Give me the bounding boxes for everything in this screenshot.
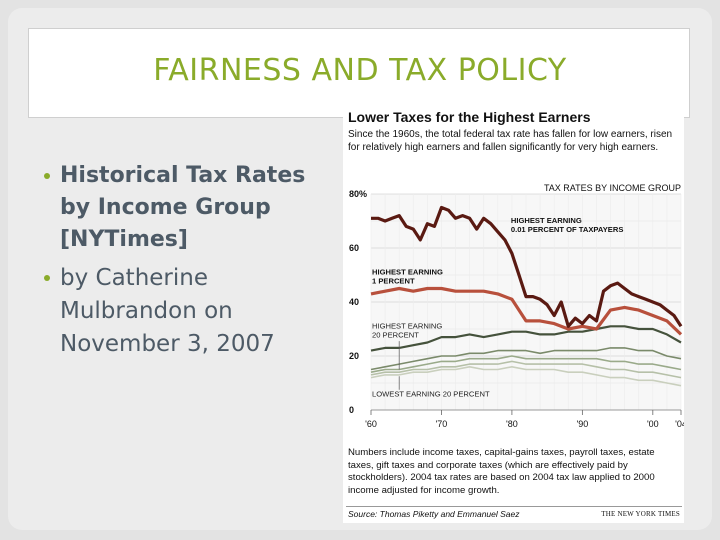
bullet-item: by Catherine Mulbrandon on November 3, 2… xyxy=(44,262,329,361)
series-line xyxy=(370,325,682,352)
chart-header: TAX RATES BY INCOME GROUP xyxy=(544,183,681,193)
series-line xyxy=(370,360,682,379)
annotation-label: 1 PERCENT xyxy=(372,276,415,285)
bullet-dot-icon xyxy=(44,275,50,281)
chart-figure: Lower Taxes for the Highest Earners Sinc… xyxy=(343,102,684,523)
series-line xyxy=(370,286,683,336)
annotation-label: HIGHEST EARNING xyxy=(511,216,582,225)
x-tick-label: '70 xyxy=(436,419,448,429)
figure-title: Lower Taxes for the Highest Earners xyxy=(348,109,591,125)
bullet-item: Historical Tax Rates by Income Group [NY… xyxy=(44,160,329,256)
x-tick-label: '80 xyxy=(506,419,518,429)
series-line xyxy=(370,355,682,373)
figure-subtitle: Since the 1960s, the total federal tax r… xyxy=(348,129,673,153)
annotation-label: 20 PERCENT xyxy=(372,330,419,339)
figure-footer: Source: Thomas Piketty and Emmanuel Saez… xyxy=(346,506,682,521)
y-tick-label: 60 xyxy=(349,243,359,253)
tax-rate-chart: TAX RATES BY INCOME GROUP 80% 60 40 20 0 '60 '7… xyxy=(349,183,684,429)
x-tick-label: '90 xyxy=(576,419,588,429)
bullet-text: by Catherine Mulbrandon on November 3, 2… xyxy=(60,265,275,357)
annotation-label: LOWEST EARNING 20 PERCENT xyxy=(372,390,490,399)
series-line xyxy=(370,366,682,387)
x-tick-label: '04 xyxy=(675,419,684,429)
annotation-label: HIGHEST EARNING xyxy=(372,267,443,276)
figure-notes: Numbers include income taxes, capital-ga… xyxy=(348,447,655,496)
figure-credit: THE NEW YORK TIMES xyxy=(601,510,680,518)
figure-source: Source: Thomas Piketty and Emmanuel Saez xyxy=(348,509,520,519)
annotation-label: HIGHEST EARNING xyxy=(372,321,442,330)
slide-title: FAIRNESS AND TAX POLICY xyxy=(153,53,567,88)
y-tick-label: 0 xyxy=(349,405,354,415)
series-line xyxy=(371,205,683,328)
bullet-dot-icon xyxy=(44,173,50,179)
y-tick-label: 40 xyxy=(349,297,359,307)
annotation-label: 0.01 PERCENT OF TAXPAYERS xyxy=(511,225,624,234)
x-tick-label: '00 xyxy=(647,419,659,429)
series-line xyxy=(370,347,682,371)
y-tick-label: 80% xyxy=(349,189,367,199)
bullet-text-link[interactable]: Historical Tax Rates by Income Group [NY… xyxy=(60,163,306,252)
x-tick-label: '60 xyxy=(365,419,377,429)
y-tick-label: 20 xyxy=(349,351,359,361)
bullet-list: Historical Tax Rates by Income Group [NY… xyxy=(44,160,329,367)
